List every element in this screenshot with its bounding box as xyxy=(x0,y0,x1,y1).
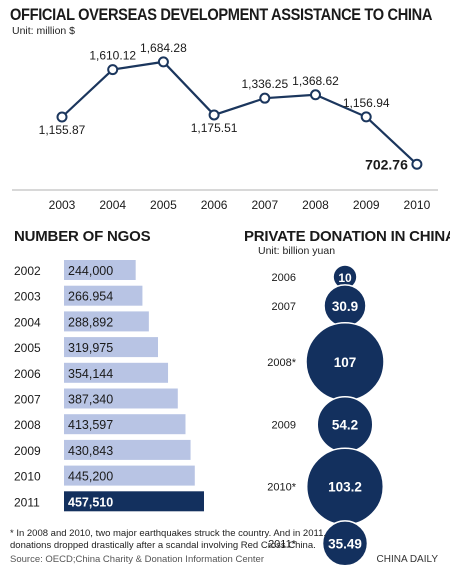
oda-point-2003 xyxy=(56,111,68,123)
ngo-year-label-2005: 2005 xyxy=(14,341,41,355)
ngo-value-label-2005: 319,975 xyxy=(68,341,113,355)
donation-year-label-2010*: 2010* xyxy=(267,482,296,494)
ngo-bar-2005 xyxy=(64,337,158,358)
ngo-value-label-2004: 288,892 xyxy=(68,315,113,329)
ngo-value-label-2008: 413,597 xyxy=(68,418,113,432)
ngo-year-label-2003: 2003 xyxy=(14,290,41,304)
oda-year-tick-2006: 2006 xyxy=(201,198,228,212)
oda-series-line xyxy=(61,60,418,166)
ngo-bar-2010 xyxy=(64,465,195,486)
donation-value-label-2006: 10 xyxy=(338,271,352,285)
oda-point-2010 xyxy=(411,158,423,170)
donation-unit-label: Unit: billion yuan xyxy=(258,245,336,257)
ngo-value-label-2002: 244,000 xyxy=(68,264,113,278)
ngo-year-label-2002: 2002 xyxy=(14,264,41,278)
oda-value-label-2010: 702.76 xyxy=(365,156,408,172)
chart-title: OFFICIAL OVERSEAS DEVELOPMENT ASSISTANCE… xyxy=(10,5,433,24)
donation-value-label-2007: 30.9 xyxy=(332,299,358,314)
ngo-year-label-2008: 2008 xyxy=(14,418,41,432)
publisher-credit: CHINA DAILY xyxy=(376,554,439,565)
oda-point-2005 xyxy=(157,56,169,68)
donation-year-label-2008*: 2008* xyxy=(267,357,296,369)
oda-year-tick-2004: 2004 xyxy=(99,198,126,212)
oda-point-2009 xyxy=(360,111,372,123)
oda-value-label-2006: 1,175.51 xyxy=(191,121,238,135)
donation-value-label-2009: 54.2 xyxy=(332,418,358,433)
ngo-bar-2002 xyxy=(64,260,136,280)
ngo-chart-title: NUMBER OF NGOS xyxy=(14,228,151,245)
ngo-year-label-2009: 2009 xyxy=(14,444,41,458)
oda-point-2004 xyxy=(107,64,119,76)
oda-value-label-2004: 1,610.12 xyxy=(89,49,136,63)
ngo-value-label-2006: 354,144 xyxy=(68,367,113,381)
ngo-value-label-2011: 457,510 xyxy=(68,495,113,509)
oda-year-tick-2010: 2010 xyxy=(404,198,431,212)
donation-year-label-2007: 2007 xyxy=(272,301,296,313)
donation-bubble-2011* xyxy=(321,520,369,567)
ngo-bar-2006 xyxy=(64,362,169,383)
ngo-year-label-2011: 2011 xyxy=(14,495,40,509)
footnote: * In 2008 and 2010, two major earthquake… xyxy=(10,528,326,551)
oda-value-label-2009: 1,156.94 xyxy=(343,96,390,110)
ngo-year-label-2006: 2006 xyxy=(14,367,41,381)
donation-value-label-2011*: 35.49 xyxy=(328,536,362,551)
oda-year-tick-2009: 2009 xyxy=(353,198,380,212)
oda-unit-label: Unit: million $ xyxy=(12,25,76,37)
donation-year-label-2009: 2009 xyxy=(272,420,296,432)
oda-line-chart: 1,155.87 2003 1,610.12 2004 1,684.28 2005 1,17… xyxy=(12,41,438,212)
oda-point-2006 xyxy=(208,109,220,121)
ngo-value-label-2009: 430,843 xyxy=(68,444,113,458)
donation-value-label-2008*: 107 xyxy=(334,355,357,370)
oda-value-label-2008: 1,368.62 xyxy=(292,74,339,88)
oda-point-2007 xyxy=(259,92,271,104)
ngo-bar-2008 xyxy=(64,414,186,435)
ngo-year-label-2007: 2007 xyxy=(14,393,41,407)
oda-value-label-2003: 1,155.87 xyxy=(39,123,86,137)
ngo-value-label-2003: 266.954 xyxy=(68,290,113,304)
oda-year-tick-2005: 2005 xyxy=(150,198,177,212)
oda-year-tick-2003: 2003 xyxy=(49,198,76,212)
oda-year-tick-2007: 2007 xyxy=(251,198,278,212)
ngo-bar-2007 xyxy=(64,388,178,409)
ngo-year-label-2004: 2004 xyxy=(14,315,41,329)
donation-year-label-2006: 2006 xyxy=(272,272,296,284)
ngo-value-label-2007: 387,340 xyxy=(68,393,113,407)
oda-year-tick-2008: 2008 xyxy=(302,198,329,212)
source-note: Source: OECD;China Charity & Donation In… xyxy=(10,554,264,565)
oda-point-2008 xyxy=(310,89,321,101)
ngo-year-label-2010: 2010 xyxy=(14,470,41,484)
ngo-bar-2004 xyxy=(64,311,149,332)
oda-value-label-2007: 1,336.25 xyxy=(241,77,288,91)
ngo-bar-2003 xyxy=(64,285,143,306)
oda-value-label-2005: 1,684.28 xyxy=(140,41,187,55)
donation-value-label-2010*: 103.2 xyxy=(328,480,362,495)
donation-chart-title: PRIVATE DONATION IN CHINA xyxy=(244,228,450,245)
ngo-bar-2011 xyxy=(64,491,204,512)
ngo-value-label-2010: 445,200 xyxy=(68,470,113,484)
ngo-bar-2009 xyxy=(64,439,191,460)
donation-year-label-2011*: 2011* xyxy=(268,538,297,550)
